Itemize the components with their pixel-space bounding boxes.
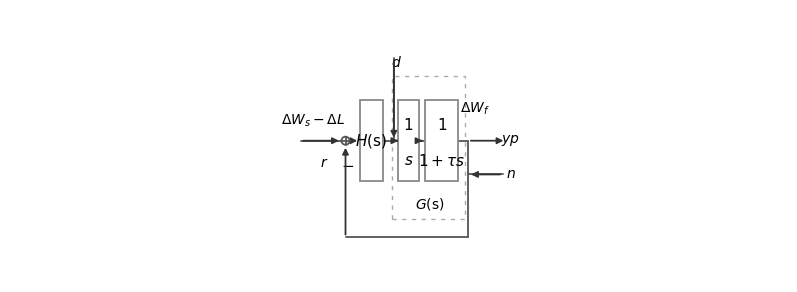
- Text: $G\mathrm{(s)}$: $G\mathrm{(s)}$: [415, 196, 445, 212]
- Text: $yp$: $yp$: [501, 133, 520, 148]
- Text: $s$: $s$: [403, 154, 414, 168]
- Text: $n$: $n$: [506, 167, 516, 181]
- Text: $1$: $1$: [403, 117, 414, 133]
- Text: $\Delta W_s - \Delta L$: $\Delta W_s - \Delta L$: [281, 112, 345, 129]
- Text: $1$: $1$: [437, 117, 447, 133]
- Bar: [391, 76, 465, 219]
- Bar: [360, 100, 383, 181]
- Text: $1+\tau s$: $1+\tau s$: [418, 153, 465, 169]
- Text: $-$: $-$: [341, 157, 354, 172]
- Text: $H\mathrm{(s)}$: $H\mathrm{(s)}$: [355, 132, 387, 150]
- Text: $d$: $d$: [391, 55, 402, 69]
- Bar: [426, 100, 458, 181]
- Text: $\Delta W_f$: $\Delta W_f$: [460, 101, 489, 117]
- Bar: [398, 100, 418, 181]
- Text: $r$: $r$: [320, 156, 328, 170]
